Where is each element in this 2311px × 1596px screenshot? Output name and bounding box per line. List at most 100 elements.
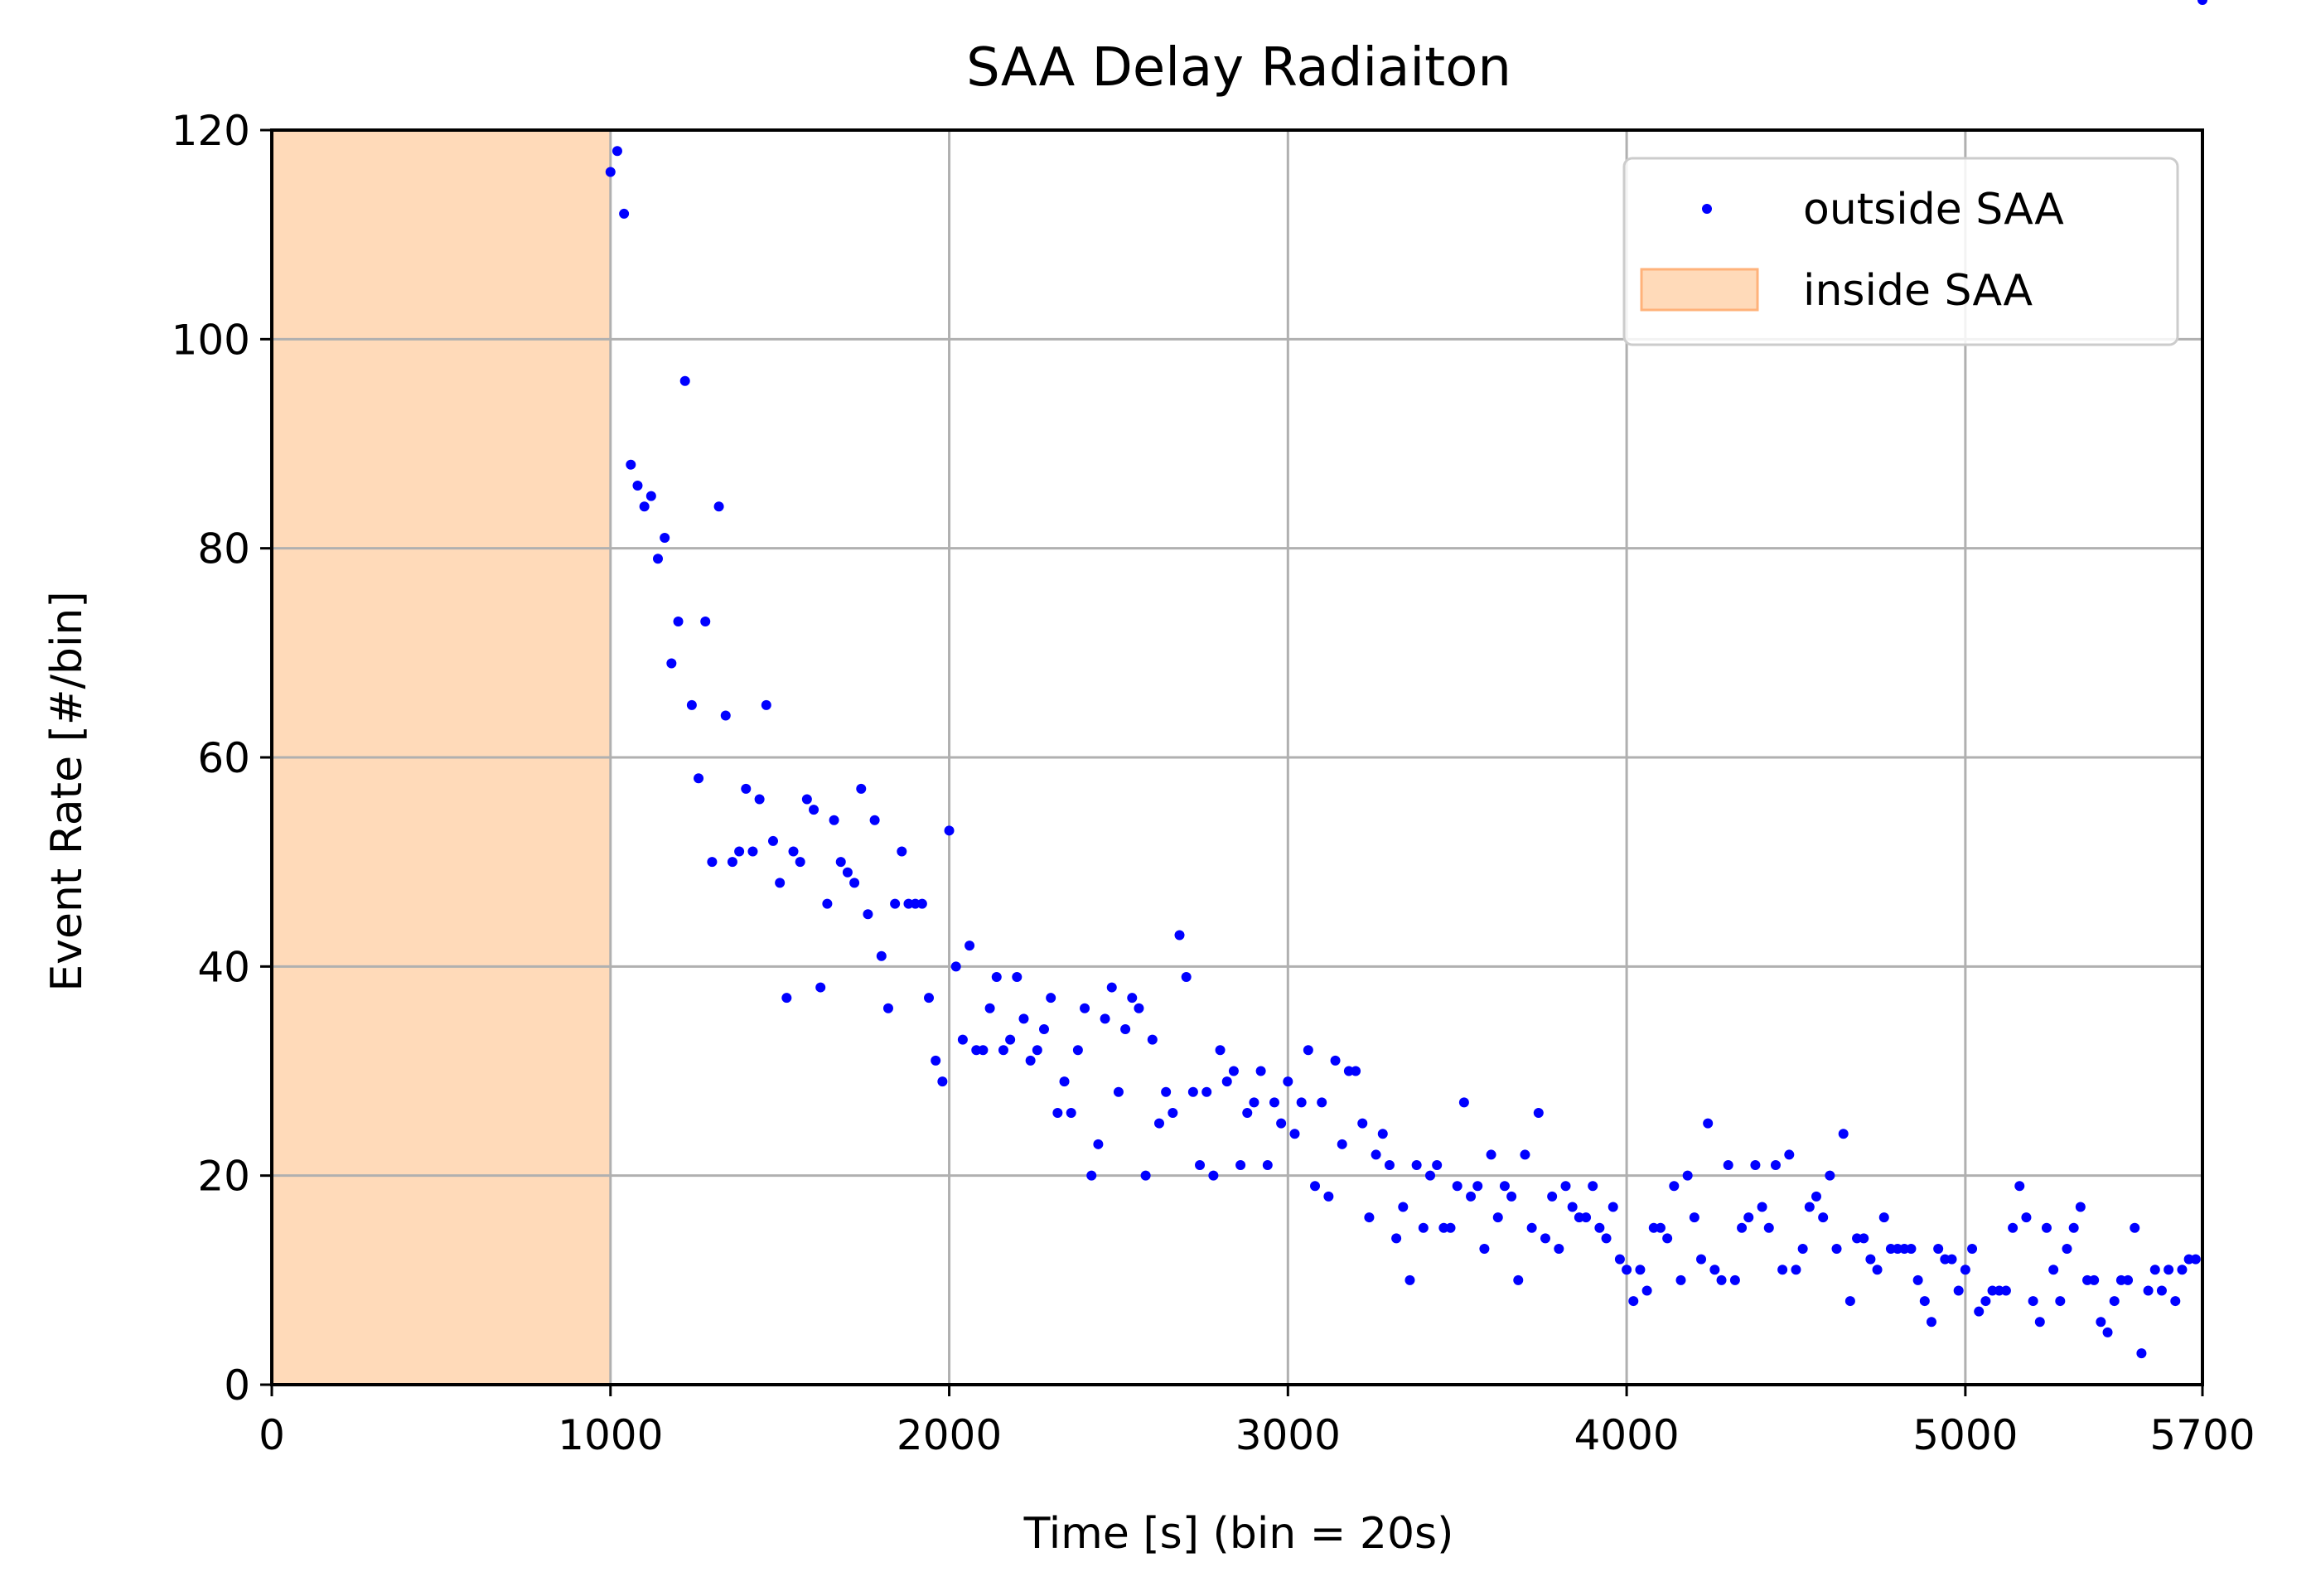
data-point <box>626 459 636 470</box>
data-point <box>2102 1327 2113 1337</box>
data-point <box>1967 1243 1978 1254</box>
data-point <box>1391 1233 1402 1244</box>
data-point <box>645 491 656 501</box>
data-point <box>1445 1222 1456 1233</box>
data-point <box>788 846 799 857</box>
data-point <box>1547 1191 1558 1202</box>
legend: outside SAA inside SAA <box>1622 157 2179 346</box>
data-point <box>924 993 935 1004</box>
data-point <box>1588 1181 1598 1192</box>
data-point <box>1242 1107 1253 1118</box>
data-point <box>2089 1274 2100 1285</box>
data-point <box>931 1055 941 1066</box>
data-point <box>1262 1160 1273 1171</box>
data-point <box>1255 1066 1266 1076</box>
data-point <box>1608 1202 1618 1212</box>
data-point <box>984 1003 995 1013</box>
data-point <box>1499 1181 1510 1192</box>
data-point <box>2149 1265 2160 1275</box>
data-point <box>2130 1222 2140 1233</box>
data-point <box>998 1045 1008 1056</box>
chart-title: SAA Delay Radiaiton <box>966 37 1511 99</box>
data-point <box>1221 1076 1232 1087</box>
y-tick-label: 100 <box>172 316 250 364</box>
data-point <box>720 710 731 721</box>
data-point <box>991 971 1002 982</box>
data-point <box>944 825 955 836</box>
legend-label-outside-saa: outside SAA <box>1803 185 2064 235</box>
data-point <box>686 699 697 710</box>
data-point <box>1878 1212 1889 1223</box>
data-point <box>1655 1222 1666 1233</box>
legend-patch-inside-saa <box>1640 268 1759 312</box>
data-point <box>1310 1181 1321 1192</box>
data-point <box>1201 1086 1212 1097</box>
data-point <box>727 857 737 868</box>
data-point <box>950 961 961 972</box>
data-point <box>1289 1129 1300 1139</box>
data-point <box>2164 1265 2174 1275</box>
data-point <box>1303 1045 1313 1056</box>
data-point <box>849 878 860 888</box>
x-tick-label: 4000 <box>1574 1411 1679 1459</box>
data-point <box>2197 0 2207 5</box>
data-point <box>856 783 867 794</box>
data-point <box>767 835 778 846</box>
data-point <box>1323 1191 1334 1202</box>
data-point <box>1540 1233 1550 1244</box>
data-point <box>1466 1191 1477 1202</box>
data-point <box>2136 1348 2147 1359</box>
data-point <box>2062 1243 2072 1254</box>
data-point <box>1946 1254 1957 1265</box>
data-point <box>1872 1265 1883 1275</box>
data-point <box>815 982 826 993</box>
data-point <box>1912 1274 1923 1285</box>
data-point <box>1723 1160 1733 1171</box>
data-point <box>890 898 901 909</box>
data-point <box>1208 1170 1219 1181</box>
data-point <box>747 846 758 857</box>
x-tick-label: 3000 <box>1235 1411 1341 1459</box>
data-point <box>863 909 873 920</box>
data-point <box>1703 1118 1714 1129</box>
data-point <box>1161 1086 1172 1097</box>
data-point <box>1228 1066 1239 1076</box>
data-point <box>707 857 718 868</box>
data-point <box>1195 1160 1206 1171</box>
data-point <box>679 375 690 386</box>
data-point <box>1046 993 1056 1004</box>
data-point <box>1641 1285 1652 1296</box>
data-point <box>660 533 670 544</box>
data-point <box>1716 1274 1727 1285</box>
data-point <box>1371 1149 1381 1160</box>
data-point <box>1737 1222 1748 1233</box>
data-point <box>1187 1086 1198 1097</box>
data-point <box>1594 1222 1605 1233</box>
data-point <box>1859 1233 1869 1244</box>
data-point <box>809 805 819 815</box>
data-point <box>741 783 752 794</box>
data-point <box>1804 1202 1815 1212</box>
y-tick-label: 0 <box>224 1361 250 1410</box>
data-point <box>1560 1181 1571 1192</box>
data-point <box>2034 1317 2045 1328</box>
data-point <box>2048 1265 2059 1275</box>
data-point <box>1086 1170 1097 1181</box>
data-point <box>781 993 792 1004</box>
data-point <box>653 554 663 564</box>
data-point <box>1567 1202 1578 1212</box>
data-point <box>1140 1170 1151 1181</box>
data-point <box>1120 1024 1131 1035</box>
data-point <box>1743 1212 1754 1223</box>
data-point <box>1404 1274 1415 1285</box>
data-point <box>1384 1160 1395 1171</box>
data-point <box>842 867 853 878</box>
data-point <box>1276 1118 1287 1129</box>
data-point <box>2123 1274 2134 1285</box>
data-point <box>1682 1170 1693 1181</box>
data-point <box>1432 1160 1443 1171</box>
data-point <box>2075 1202 2086 1212</box>
data-point <box>1675 1274 1686 1285</box>
data-point <box>897 846 907 857</box>
